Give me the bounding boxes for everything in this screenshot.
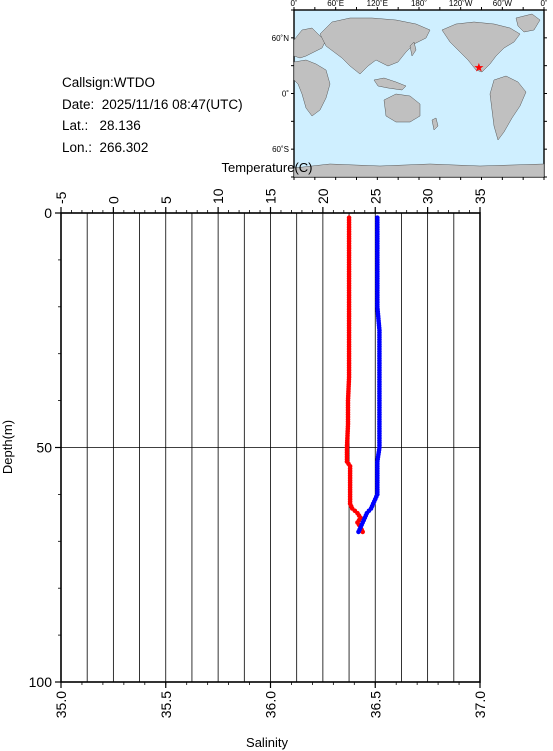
data-points xyxy=(344,215,382,535)
bottom-axis-tick-label: 36.0 xyxy=(263,691,279,718)
temperature-point xyxy=(360,529,365,535)
longitude-text: Lon.: 266.302 xyxy=(62,139,149,155)
land-north-america xyxy=(441,21,521,73)
bottom-axis-tick-label: 37.0 xyxy=(472,691,488,718)
station-star-icon: ★ xyxy=(474,60,485,74)
map-frame-ticks xyxy=(291,7,547,180)
land-new-zealand xyxy=(431,117,439,131)
map-lon-label: 120˚E xyxy=(367,0,388,8)
land-europe xyxy=(293,27,327,59)
date-text: Date: 2025/11/16 08:47(UTC) xyxy=(62,96,243,112)
land-japan xyxy=(409,41,417,57)
bottom-axis-tick-label: 35.0 xyxy=(53,691,69,718)
land-indonesia xyxy=(373,77,407,91)
salinity-point xyxy=(356,529,361,535)
map-lon-label: 60˚W xyxy=(493,0,513,8)
top-axis-tick-label: 5 xyxy=(158,196,174,204)
top-axis-tick-label: 15 xyxy=(263,188,279,204)
map-lon-label: 0˚ xyxy=(540,0,547,8)
land-south-america xyxy=(489,75,527,141)
latitude-text: Lat.: 28.136 xyxy=(62,118,141,133)
land-asia xyxy=(319,17,431,75)
top-axis-tick-label: 25 xyxy=(367,188,383,204)
bottom-axis-tick-label: 36.5 xyxy=(367,691,383,718)
map-lon-label: 180˚ xyxy=(411,0,427,8)
y-axis-label: Depth(m) xyxy=(0,420,15,474)
top-axis-tick-label: 20 xyxy=(315,188,331,204)
land-greenland xyxy=(515,13,541,33)
bottom-axis-label: Salinity xyxy=(246,735,288,750)
map-lat-label: 0˚ xyxy=(282,90,289,99)
y-axis-tick-label: 100 xyxy=(29,674,53,690)
bottom-axis-tick-label: 35.5 xyxy=(158,691,174,718)
map-lon-label: 0˚ xyxy=(290,0,297,8)
map-land xyxy=(293,13,545,178)
top-axis-tick-label: 30 xyxy=(420,188,436,204)
station-info: Callsign:WTDO Date: 2025/11/16 08:47(UTC… xyxy=(62,72,243,158)
top-axis-tick-label: 0 xyxy=(105,196,121,204)
top-axis-tick-label: 10 xyxy=(210,188,226,204)
land-africa xyxy=(293,59,331,117)
top-axis-tick-label: 35 xyxy=(472,188,488,204)
map-lon-label: 60˚E xyxy=(327,0,344,8)
y-axis-tick-label: 50 xyxy=(36,440,52,456)
world-map: 0˚ 60˚E 120˚E 180˚ 120˚W 60˚W 0˚ 60˚N 0˚ 60˚S ★ xyxy=(272,0,548,180)
map-lat-label: 60˚S xyxy=(272,145,289,154)
map-labels: 0˚ 60˚E 120˚E 180˚ 120˚W 60˚W 0˚ 60˚N 0˚ 60˚S xyxy=(272,0,548,154)
land-australia xyxy=(383,93,421,123)
map-lat-label: 60˚N xyxy=(272,34,290,43)
top-axis-tick-label: -5 xyxy=(53,191,69,204)
map-lon-label: 120˚W xyxy=(449,0,473,8)
y-axis-tick-label: 0 xyxy=(44,205,52,221)
top-axis-label: Temperature(C) xyxy=(221,160,312,175)
callsign-text: Callsign:WTDO xyxy=(62,75,156,90)
